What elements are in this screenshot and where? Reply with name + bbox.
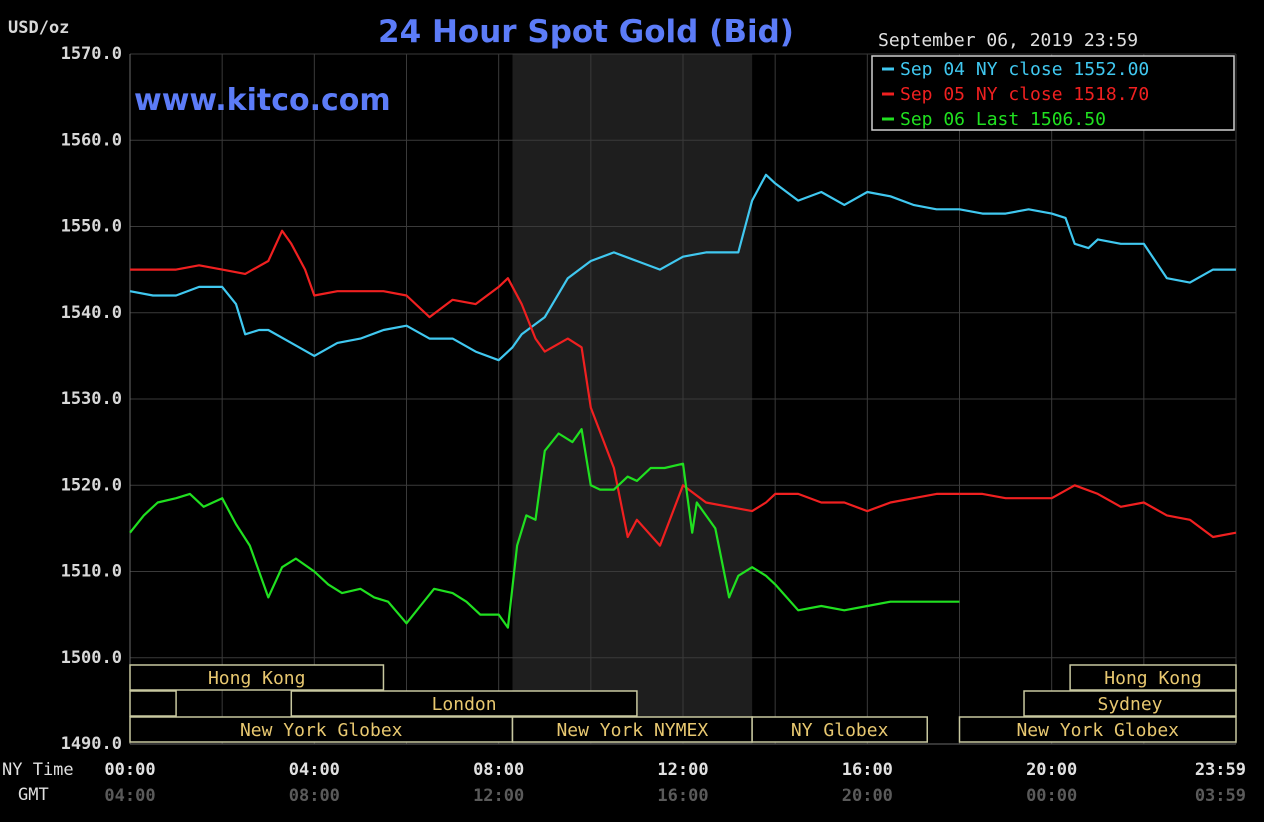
y-tick-label: 1540.0 (61, 303, 122, 323)
session-label: New York NYMEX (556, 720, 708, 741)
legend: Sep 04 NY close 1552.00 Sep 05 NY close 1… (882, 59, 1149, 130)
x-tick-label-gmt: 03:59 (1195, 786, 1246, 806)
x-axis-ticks: 00:00 04:00 08:00 12:00 16:00 20:00 23:59 04:00… (104, 760, 1246, 806)
x-tick-label-gmt: 04:00 (104, 786, 155, 806)
x-tick-label-gmt: 00:00 (1026, 786, 1077, 806)
series-line (130, 229, 1237, 547)
x-tick-label-ny: 20:00 (1026, 760, 1077, 780)
session-box (129, 664, 385, 691)
y-tick-label: 1500.0 (61, 648, 122, 668)
session-label: Hong Kong (1104, 668, 1202, 689)
y-tick-label: 1490.0 (61, 734, 122, 754)
session-box (958, 716, 1237, 743)
x-tick-label-gmt: 20:00 (842, 786, 893, 806)
session-label: NY Globex (791, 720, 889, 741)
x-tick-label-ny: 23:59 (1195, 760, 1246, 780)
session-box (1023, 690, 1237, 717)
x-tick-label-gmt: 16:00 (657, 786, 708, 806)
chart-title: 24 Hour Spot Gold (Bid) (378, 14, 794, 50)
x-tick-label-ny: 12:00 (657, 760, 708, 780)
watermark-url: www.kitco.com (134, 83, 391, 118)
session-label: New York Globex (1016, 720, 1179, 741)
session-label: Hong Kong (208, 668, 306, 689)
session-label: New York Globex (240, 720, 403, 741)
legend-label: Sep 04 NY close 1552.00 (900, 59, 1149, 80)
x-tick-label-ny: 16:00 (842, 760, 893, 780)
legend-label: Sep 05 NY close 1518.70 (900, 84, 1149, 105)
y-tick-label: 1570.0 (61, 44, 122, 64)
x-tick-label-ny: 04:00 (289, 760, 340, 780)
legend-label: Sep 06 Last 1506.50 (900, 109, 1106, 130)
x-label-ny-time: NY Time (2, 760, 74, 780)
trading-sessions: Hong Kong London New York Globex New York N… (129, 664, 1237, 743)
x-tick-label-ny: 00:00 (104, 760, 155, 780)
y-tick-label: 1560.0 (61, 130, 122, 150)
date-label: September 06, 2019 23:59 (878, 30, 1138, 51)
y-tick-label: 1510.0 (61, 562, 122, 582)
x-tick-label-gmt: 08:00 (289, 786, 340, 806)
series-line (129, 173, 1236, 362)
session-box (129, 690, 177, 717)
y-axis-ticks: 1570.0 1560.0 1550.0 1540.0 1530.0 1520.0 1510… (61, 44, 122, 754)
session-box (290, 690, 638, 717)
session-label: London (432, 694, 497, 715)
session-box (751, 716, 928, 743)
legend-box (871, 55, 1235, 131)
y-unit-label: USD/oz (8, 18, 69, 38)
x-tick-label-ny: 08:00 (473, 760, 524, 780)
x-tick-label-gmt: 12:00 (473, 786, 524, 806)
session-box (1069, 664, 1237, 691)
y-tick-label: 1550.0 (61, 217, 122, 237)
y-tick-label: 1530.0 (61, 389, 122, 409)
session-box (511, 716, 753, 743)
session-box (129, 716, 514, 743)
price-series (129, 173, 1237, 629)
y-tick-label: 1520.0 (61, 475, 122, 495)
session-label: Sydney (1097, 694, 1162, 715)
series-line (129, 428, 960, 629)
x-label-gmt: GMT (18, 785, 49, 805)
